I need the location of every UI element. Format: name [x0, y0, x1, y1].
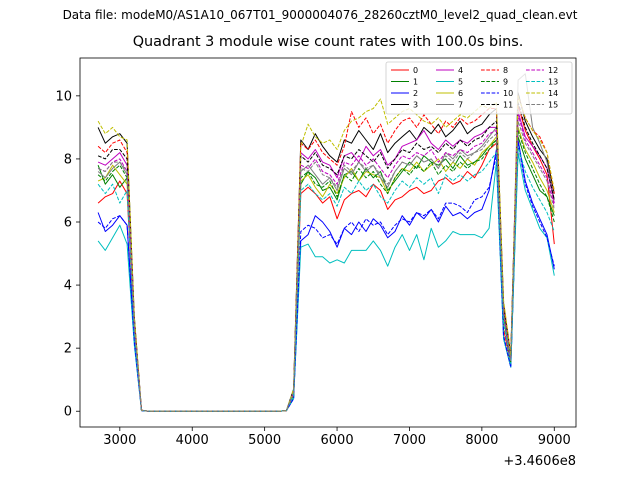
legend-label-15: 15 — [548, 101, 558, 110]
series-line-12 — [97, 114, 555, 412]
series-line-14 — [97, 95, 555, 412]
x-tick-label: 6000 — [321, 433, 354, 448]
series-line-8 — [97, 95, 555, 412]
x-tick-label: 4000 — [176, 433, 209, 448]
suptitle: Data file: modeM0/AS1A10_067T01_90000040… — [62, 8, 578, 22]
series-line-10 — [97, 142, 555, 412]
legend-label-12: 12 — [548, 66, 558, 75]
x-tick-label: 7000 — [393, 433, 426, 448]
series-line-15 — [97, 120, 555, 412]
series-line-7 — [97, 73, 555, 412]
legend-label-2: 2 — [413, 89, 418, 98]
legend-label-0: 0 — [413, 66, 418, 75]
legend-label-6: 6 — [458, 89, 463, 98]
legend-label-11: 11 — [503, 101, 513, 110]
legend-label-5: 5 — [458, 78, 463, 87]
legend-label-1: 1 — [413, 78, 418, 87]
series-line-13 — [97, 145, 555, 412]
series-line-1 — [97, 136, 555, 412]
y-tick-label: 10 — [55, 89, 72, 104]
legend-label-8: 8 — [503, 66, 508, 75]
y-tick-label: 4 — [64, 279, 72, 294]
legend-label-4: 4 — [458, 66, 463, 75]
x-tick-label: 8000 — [465, 433, 498, 448]
x-tick-label: 3000 — [103, 433, 136, 448]
legend-label-13: 13 — [548, 78, 558, 87]
legend-label-7: 7 — [458, 101, 463, 110]
y-tick-label: 0 — [64, 405, 72, 420]
series-line-6 — [97, 126, 555, 412]
axes-frame — [79, 57, 577, 428]
x-tick-label: 5000 — [248, 433, 281, 448]
series-line-9 — [97, 130, 555, 412]
legend-label-10: 10 — [503, 89, 513, 98]
legend-label-14: 14 — [548, 89, 558, 98]
series-group — [97, 73, 555, 412]
legend-box — [385, 61, 573, 115]
y-tick-label: 6 — [64, 216, 72, 231]
legend-label-9: 9 — [503, 78, 508, 87]
x-offset-label: +3.4606e8 — [503, 454, 576, 469]
y-tick-label: 2 — [64, 342, 72, 357]
y-tick-label: 8 — [64, 152, 72, 167]
legend-label-3: 3 — [413, 101, 418, 110]
x-tick-label: 9000 — [538, 433, 571, 448]
chart-title: Quadrant 3 module wise count rates with … — [132, 34, 524, 50]
